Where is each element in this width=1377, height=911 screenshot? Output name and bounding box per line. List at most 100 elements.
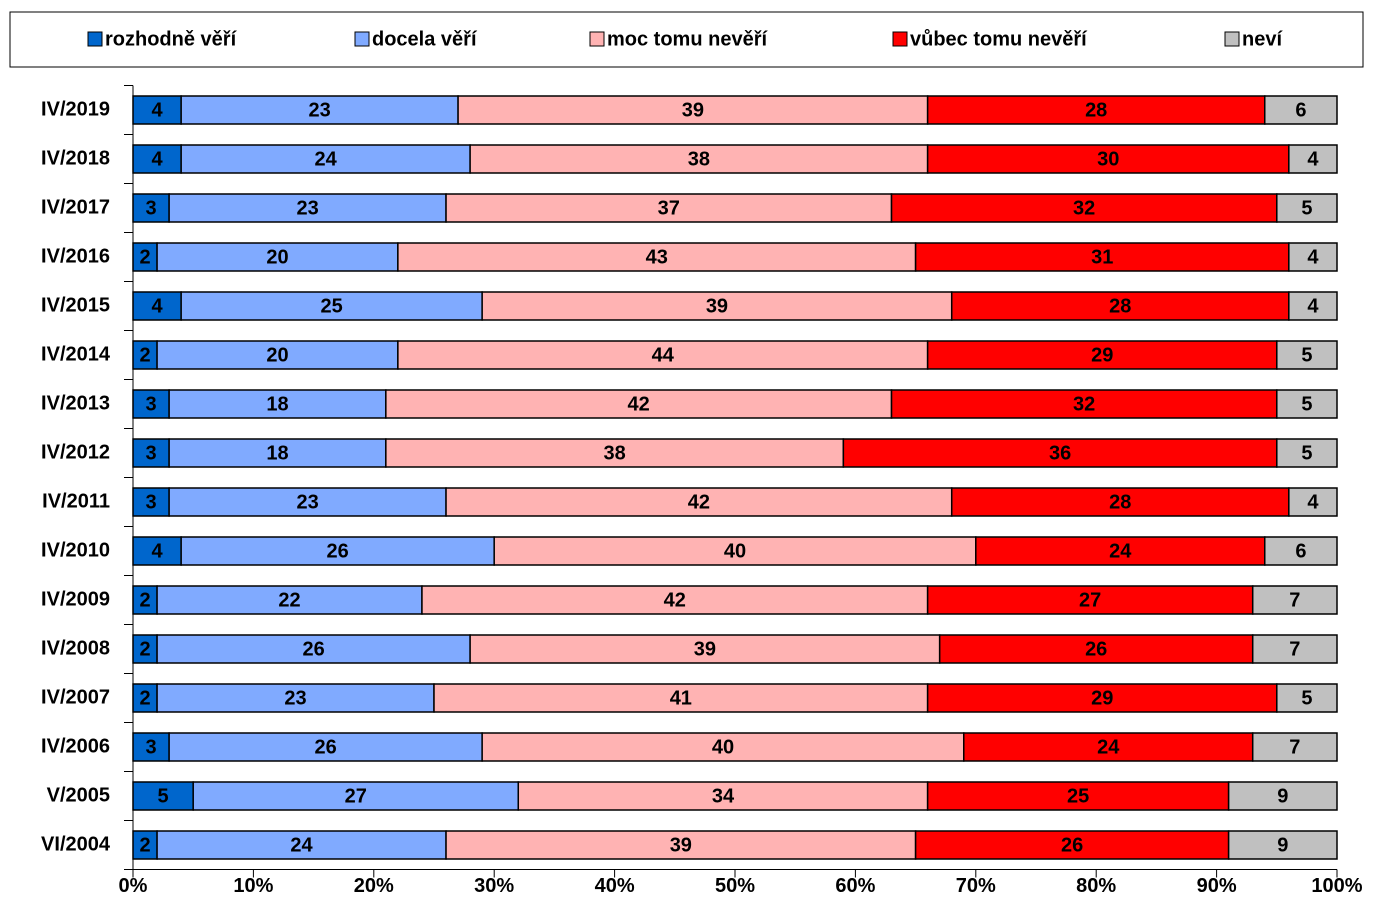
x-tick-label: 70% (956, 875, 996, 897)
legend-swatch (354, 31, 370, 47)
bar-segment (950, 487, 1290, 517)
bar-segment (1251, 732, 1338, 762)
data-label: 4 (152, 99, 164, 121)
data-label: 44 (652, 344, 675, 366)
bar-segment (469, 634, 941, 664)
data-label: 4 (152, 295, 164, 317)
data-label: 34 (712, 785, 735, 807)
data-label: 43 (646, 246, 668, 268)
data-label: 20 (266, 344, 288, 366)
x-tick-label: 50% (715, 875, 755, 897)
bar-segment (180, 144, 471, 174)
data-label: 23 (296, 491, 318, 513)
data-label: 26 (1085, 638, 1107, 660)
data-label: 26 (327, 540, 349, 562)
data-label: 5 (1301, 344, 1312, 366)
y-tick-label: IV/2008 (41, 637, 110, 659)
data-label: 25 (1067, 785, 1089, 807)
bar-segment (180, 536, 495, 566)
legend-swatch (1224, 31, 1240, 47)
data-label: 39 (682, 99, 704, 121)
bar-segment (132, 634, 158, 664)
data-label: 7 (1289, 736, 1300, 758)
bar-segment (1251, 634, 1338, 664)
data-label: 7 (1289, 638, 1300, 660)
data-label: 24 (1109, 540, 1132, 562)
data-label: 2 (139, 834, 150, 856)
data-label: 4 (1307, 246, 1319, 268)
bar-segment (132, 291, 182, 321)
data-label: 2 (139, 687, 150, 709)
data-label: 2 (139, 638, 150, 660)
legend-label: rozhodně věří (105, 28, 238, 50)
bar-segment (926, 95, 1266, 125)
data-label: 29 (1091, 344, 1113, 366)
data-label: 26 (1061, 834, 1083, 856)
bar-segment (926, 340, 1278, 370)
data-label: 5 (1301, 442, 1312, 464)
data-label: 24 (315, 148, 338, 170)
y-tick-label: IV/2017 (41, 196, 110, 218)
data-label: 9 (1277, 834, 1288, 856)
data-label: 4 (152, 148, 164, 170)
data-label: 4 (1307, 295, 1319, 317)
data-label: 4 (152, 540, 164, 562)
x-tick-label: 100% (1311, 875, 1362, 897)
bar-segment (1288, 144, 1338, 174)
bar-segment (168, 732, 483, 762)
bar-segment (180, 291, 483, 321)
bar-segment (156, 242, 399, 272)
data-label: 26 (315, 736, 337, 758)
x-tick-label: 40% (595, 875, 635, 897)
data-label: 41 (670, 687, 692, 709)
y-tick-label: V/2005 (47, 784, 110, 806)
x-tick-label: 60% (835, 875, 875, 897)
data-label: 28 (1109, 295, 1131, 317)
bar-segment (1276, 683, 1338, 713)
data-label: 5 (1301, 393, 1312, 415)
bar-segment (168, 193, 447, 223)
data-label: 39 (694, 638, 716, 660)
bar-segment (1264, 536, 1338, 566)
data-label: 23 (296, 197, 318, 219)
y-tick-label: IV/2013 (41, 392, 110, 414)
x-tick-label: 90% (1197, 875, 1237, 897)
data-label: 42 (664, 589, 686, 611)
data-label: 39 (706, 295, 728, 317)
data-label: 37 (658, 197, 680, 219)
x-tick-label: 80% (1076, 875, 1116, 897)
bar-segment (481, 732, 965, 762)
data-label: 23 (308, 99, 330, 121)
y-tick-label: IV/2011 (42, 490, 110, 512)
bar-segment (890, 389, 1278, 419)
bar-segment (1264, 95, 1338, 125)
bar-segment (1276, 340, 1338, 370)
y-tick-label: IV/2019 (41, 98, 110, 120)
data-label: 2 (139, 589, 150, 611)
bar-segment (421, 585, 929, 615)
data-label: 28 (1085, 99, 1107, 121)
bar-segment (192, 781, 520, 811)
bar-segment (1276, 438, 1338, 468)
x-tick-label: 30% (474, 875, 514, 897)
data-label: 30 (1097, 148, 1119, 170)
data-label: 26 (302, 638, 324, 660)
data-label: 20 (266, 246, 288, 268)
legend-swatch (892, 31, 908, 47)
legend-label: vůbec tomu nevěří (910, 28, 1088, 50)
data-label: 3 (145, 197, 156, 219)
bar-segment (385, 438, 845, 468)
data-label: 5 (1301, 687, 1312, 709)
bar-segment (914, 242, 1290, 272)
bar-segment (397, 340, 929, 370)
data-label: 3 (145, 393, 156, 415)
bar-segment (168, 389, 387, 419)
data-label: 28 (1109, 491, 1131, 513)
data-label: 32 (1073, 393, 1095, 415)
legend-swatch (589, 31, 605, 47)
legend-label: moc tomu nevěří (607, 28, 768, 50)
data-label: 42 (628, 393, 650, 415)
data-label: 7 (1289, 589, 1300, 611)
data-label: 23 (284, 687, 306, 709)
y-tick-label: IV/2014 (41, 343, 111, 365)
